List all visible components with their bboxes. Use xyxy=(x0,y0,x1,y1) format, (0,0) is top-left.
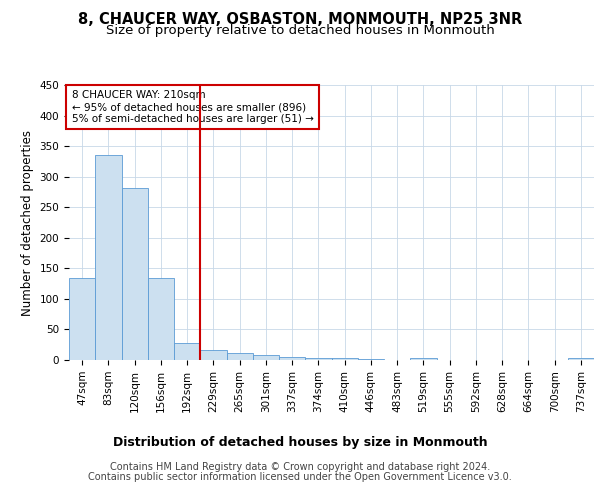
Bar xyxy=(410,358,437,360)
Bar xyxy=(568,358,594,360)
Y-axis label: Number of detached properties: Number of detached properties xyxy=(21,130,34,316)
Bar xyxy=(279,357,305,360)
Bar xyxy=(148,278,174,360)
Bar xyxy=(253,355,279,360)
Bar xyxy=(200,350,227,360)
Text: Contains public sector information licensed under the Open Government Licence v3: Contains public sector information licen… xyxy=(88,472,512,482)
Bar xyxy=(227,352,253,360)
Text: Distribution of detached houses by size in Monmouth: Distribution of detached houses by size … xyxy=(113,436,487,449)
Bar xyxy=(69,278,95,360)
Bar xyxy=(174,343,200,360)
Text: Contains HM Land Registry data © Crown copyright and database right 2024.: Contains HM Land Registry data © Crown c… xyxy=(110,462,490,472)
Bar xyxy=(95,156,121,360)
Bar xyxy=(121,188,148,360)
Bar xyxy=(305,358,331,360)
Text: 8, CHAUCER WAY, OSBASTON, MONMOUTH, NP25 3NR: 8, CHAUCER WAY, OSBASTON, MONMOUTH, NP25… xyxy=(78,12,522,28)
Bar xyxy=(331,358,358,360)
Text: 8 CHAUCER WAY: 210sqm
← 95% of detached houses are smaller (896)
5% of semi-deta: 8 CHAUCER WAY: 210sqm ← 95% of detached … xyxy=(71,90,314,124)
Text: Size of property relative to detached houses in Monmouth: Size of property relative to detached ho… xyxy=(106,24,494,37)
Bar xyxy=(358,359,384,360)
